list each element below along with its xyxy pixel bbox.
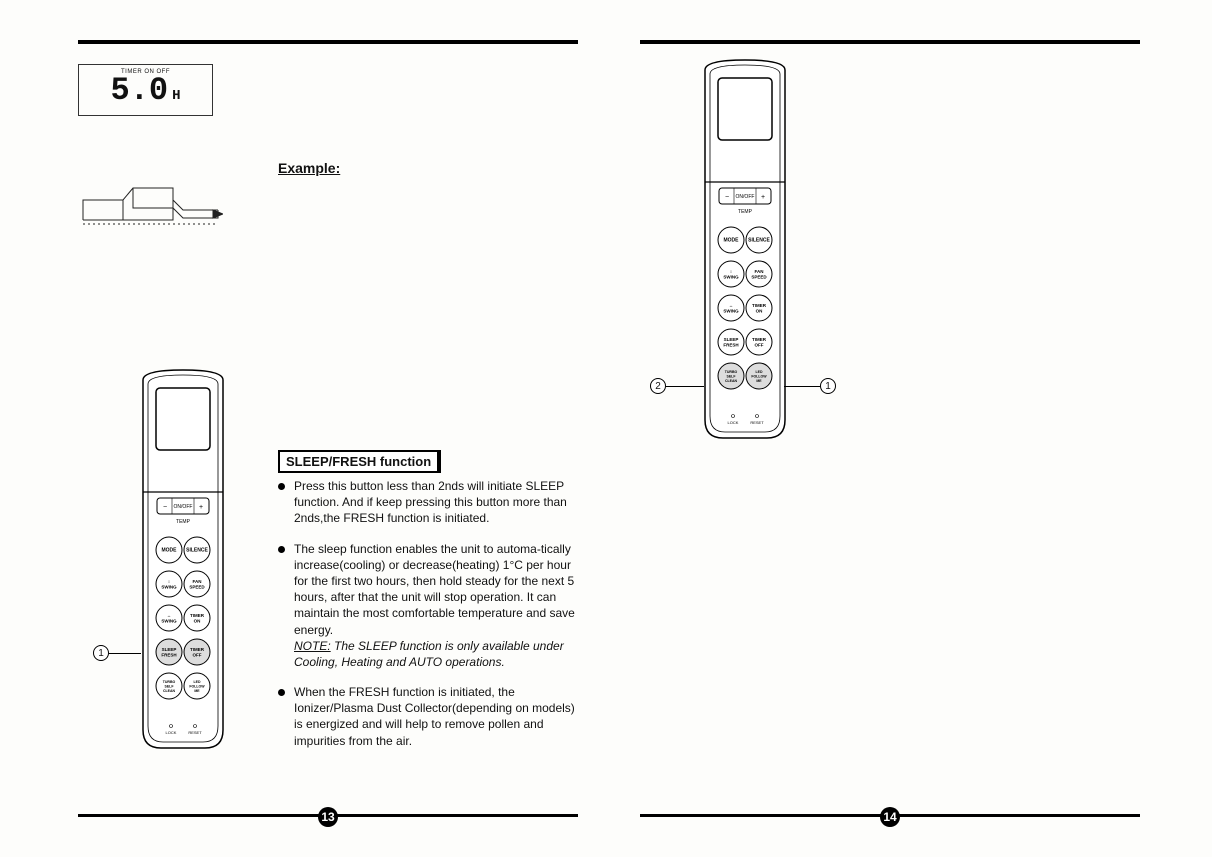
svg-text:OFF: OFF (755, 342, 764, 347)
section-title: SLEEP/FRESH function (278, 450, 439, 473)
svg-text:CLEAN: CLEAN (725, 379, 738, 383)
svg-text:SILENCE: SILENCE (748, 238, 770, 244)
svg-text:SELF: SELF (165, 685, 175, 689)
lcd-display: TIMER ON OFF 5.0 H (78, 64, 213, 116)
svg-text:ON: ON (756, 308, 763, 313)
svg-text:RESET: RESET (188, 730, 202, 735)
svg-text:ON/OFF: ON/OFF (736, 194, 755, 200)
callout-1r-line (784, 386, 820, 387)
top-rule (640, 40, 1140, 44)
svg-text:FRESH: FRESH (723, 342, 738, 347)
callout-1: 1 (93, 645, 109, 661)
svg-text:+: + (199, 504, 203, 511)
bullet-2: The sleep function enables the unit to a… (278, 541, 578, 671)
svg-text:SWING: SWING (723, 274, 739, 279)
svg-text:TEMP: TEMP (176, 519, 191, 525)
svg-text:SPEED: SPEED (751, 274, 767, 279)
lcd-value: 5.0 (110, 75, 168, 107)
remote-svg: −ON/OFF+TEMPMODESILENCE↕SWINGFANSPEED↔SW… (685, 60, 805, 440)
svg-text:+: + (761, 194, 765, 201)
svg-text:ON/OFF: ON/OFF (174, 504, 193, 510)
battery-sketch (78, 180, 223, 230)
svg-text:MODE: MODE (724, 238, 740, 244)
svg-text:RESET: RESET (750, 420, 764, 425)
body-text: Press this button less than 2nds will in… (278, 478, 578, 763)
svg-text:TIMER: TIMER (752, 303, 767, 308)
page-13: TIMER ON OFF 5.0 H Example: − ON/OFF + TEMP… (78, 40, 578, 817)
svg-text:TIMER: TIMER (190, 647, 205, 652)
svg-text:CLEAN: CLEAN (163, 689, 176, 693)
callout-1r: 1 (820, 378, 836, 394)
svg-text:MODE: MODE (162, 548, 178, 554)
page-number-13: 13 (318, 807, 338, 827)
svg-text:SLEEP: SLEEP (162, 647, 177, 652)
svg-text:FOLLOW: FOLLOW (189, 685, 205, 689)
svg-text:LED: LED (756, 370, 763, 374)
svg-text:SPEED: SPEED (189, 584, 205, 589)
top-rule (78, 40, 578, 44)
svg-text:SWING: SWING (161, 618, 177, 623)
svg-text:−: − (725, 194, 729, 201)
svg-text:TURBO: TURBO (725, 370, 738, 374)
svg-text:SWING: SWING (723, 308, 739, 313)
svg-text:−: − (163, 504, 167, 511)
bullet-1: Press this button less than 2nds will in… (278, 478, 578, 527)
example-heading: Example: (278, 160, 340, 176)
note: NOTE: The SLEEP function is only availab… (294, 639, 564, 669)
callout-2: 2 (650, 378, 666, 394)
svg-text:ON: ON (194, 618, 201, 623)
callout-1-line (109, 653, 141, 654)
svg-text:ME: ME (756, 379, 762, 383)
svg-text:↕: ↕ (168, 579, 170, 584)
svg-text:TURBO: TURBO (163, 680, 176, 684)
svg-text:SILENCE: SILENCE (186, 548, 208, 554)
svg-text:FRESH: FRESH (161, 652, 176, 657)
svg-text:ME: ME (194, 689, 200, 693)
svg-text:SWING: SWING (161, 584, 177, 589)
svg-text:FAN: FAN (755, 269, 764, 274)
remote-left: −ON/OFF+TEMPMODESILENCE↕SWINGFANSPEED↔SW… (123, 370, 243, 750)
svg-text:FOLLOW: FOLLOW (751, 375, 767, 379)
svg-text:↔: ↔ (729, 303, 734, 308)
svg-text:LOCK: LOCK (728, 420, 739, 425)
page-14: −ON/OFF+TEMPMODESILENCE↕SWINGFANSPEED↔SW… (640, 40, 1140, 817)
svg-text:OFF: OFF (193, 652, 202, 657)
page-number-14: 14 (880, 807, 900, 827)
svg-text:↔: ↔ (167, 613, 172, 618)
svg-text:TIMER: TIMER (190, 613, 205, 618)
svg-text:TEMP: TEMP (738, 209, 753, 215)
svg-text:LOCK: LOCK (166, 730, 177, 735)
remote-right: −ON/OFF+TEMPMODESILENCE↕SWINGFANSPEED↔SW… (685, 60, 805, 440)
bullet-3: When the FRESH function is initiated, th… (278, 684, 578, 749)
svg-text:FAN: FAN (193, 579, 202, 584)
lcd-unit: H (172, 89, 180, 103)
svg-text:↕: ↕ (730, 269, 732, 274)
remote-svg: −ON/OFF+TEMPMODESILENCE↕SWINGFANSPEED↔SW… (123, 370, 243, 750)
callout-2-line (666, 386, 704, 387)
svg-text:LED: LED (194, 680, 201, 684)
svg-text:TIMER: TIMER (752, 337, 767, 342)
svg-text:SLEEP: SLEEP (724, 337, 739, 342)
svg-text:SELF: SELF (727, 375, 737, 379)
